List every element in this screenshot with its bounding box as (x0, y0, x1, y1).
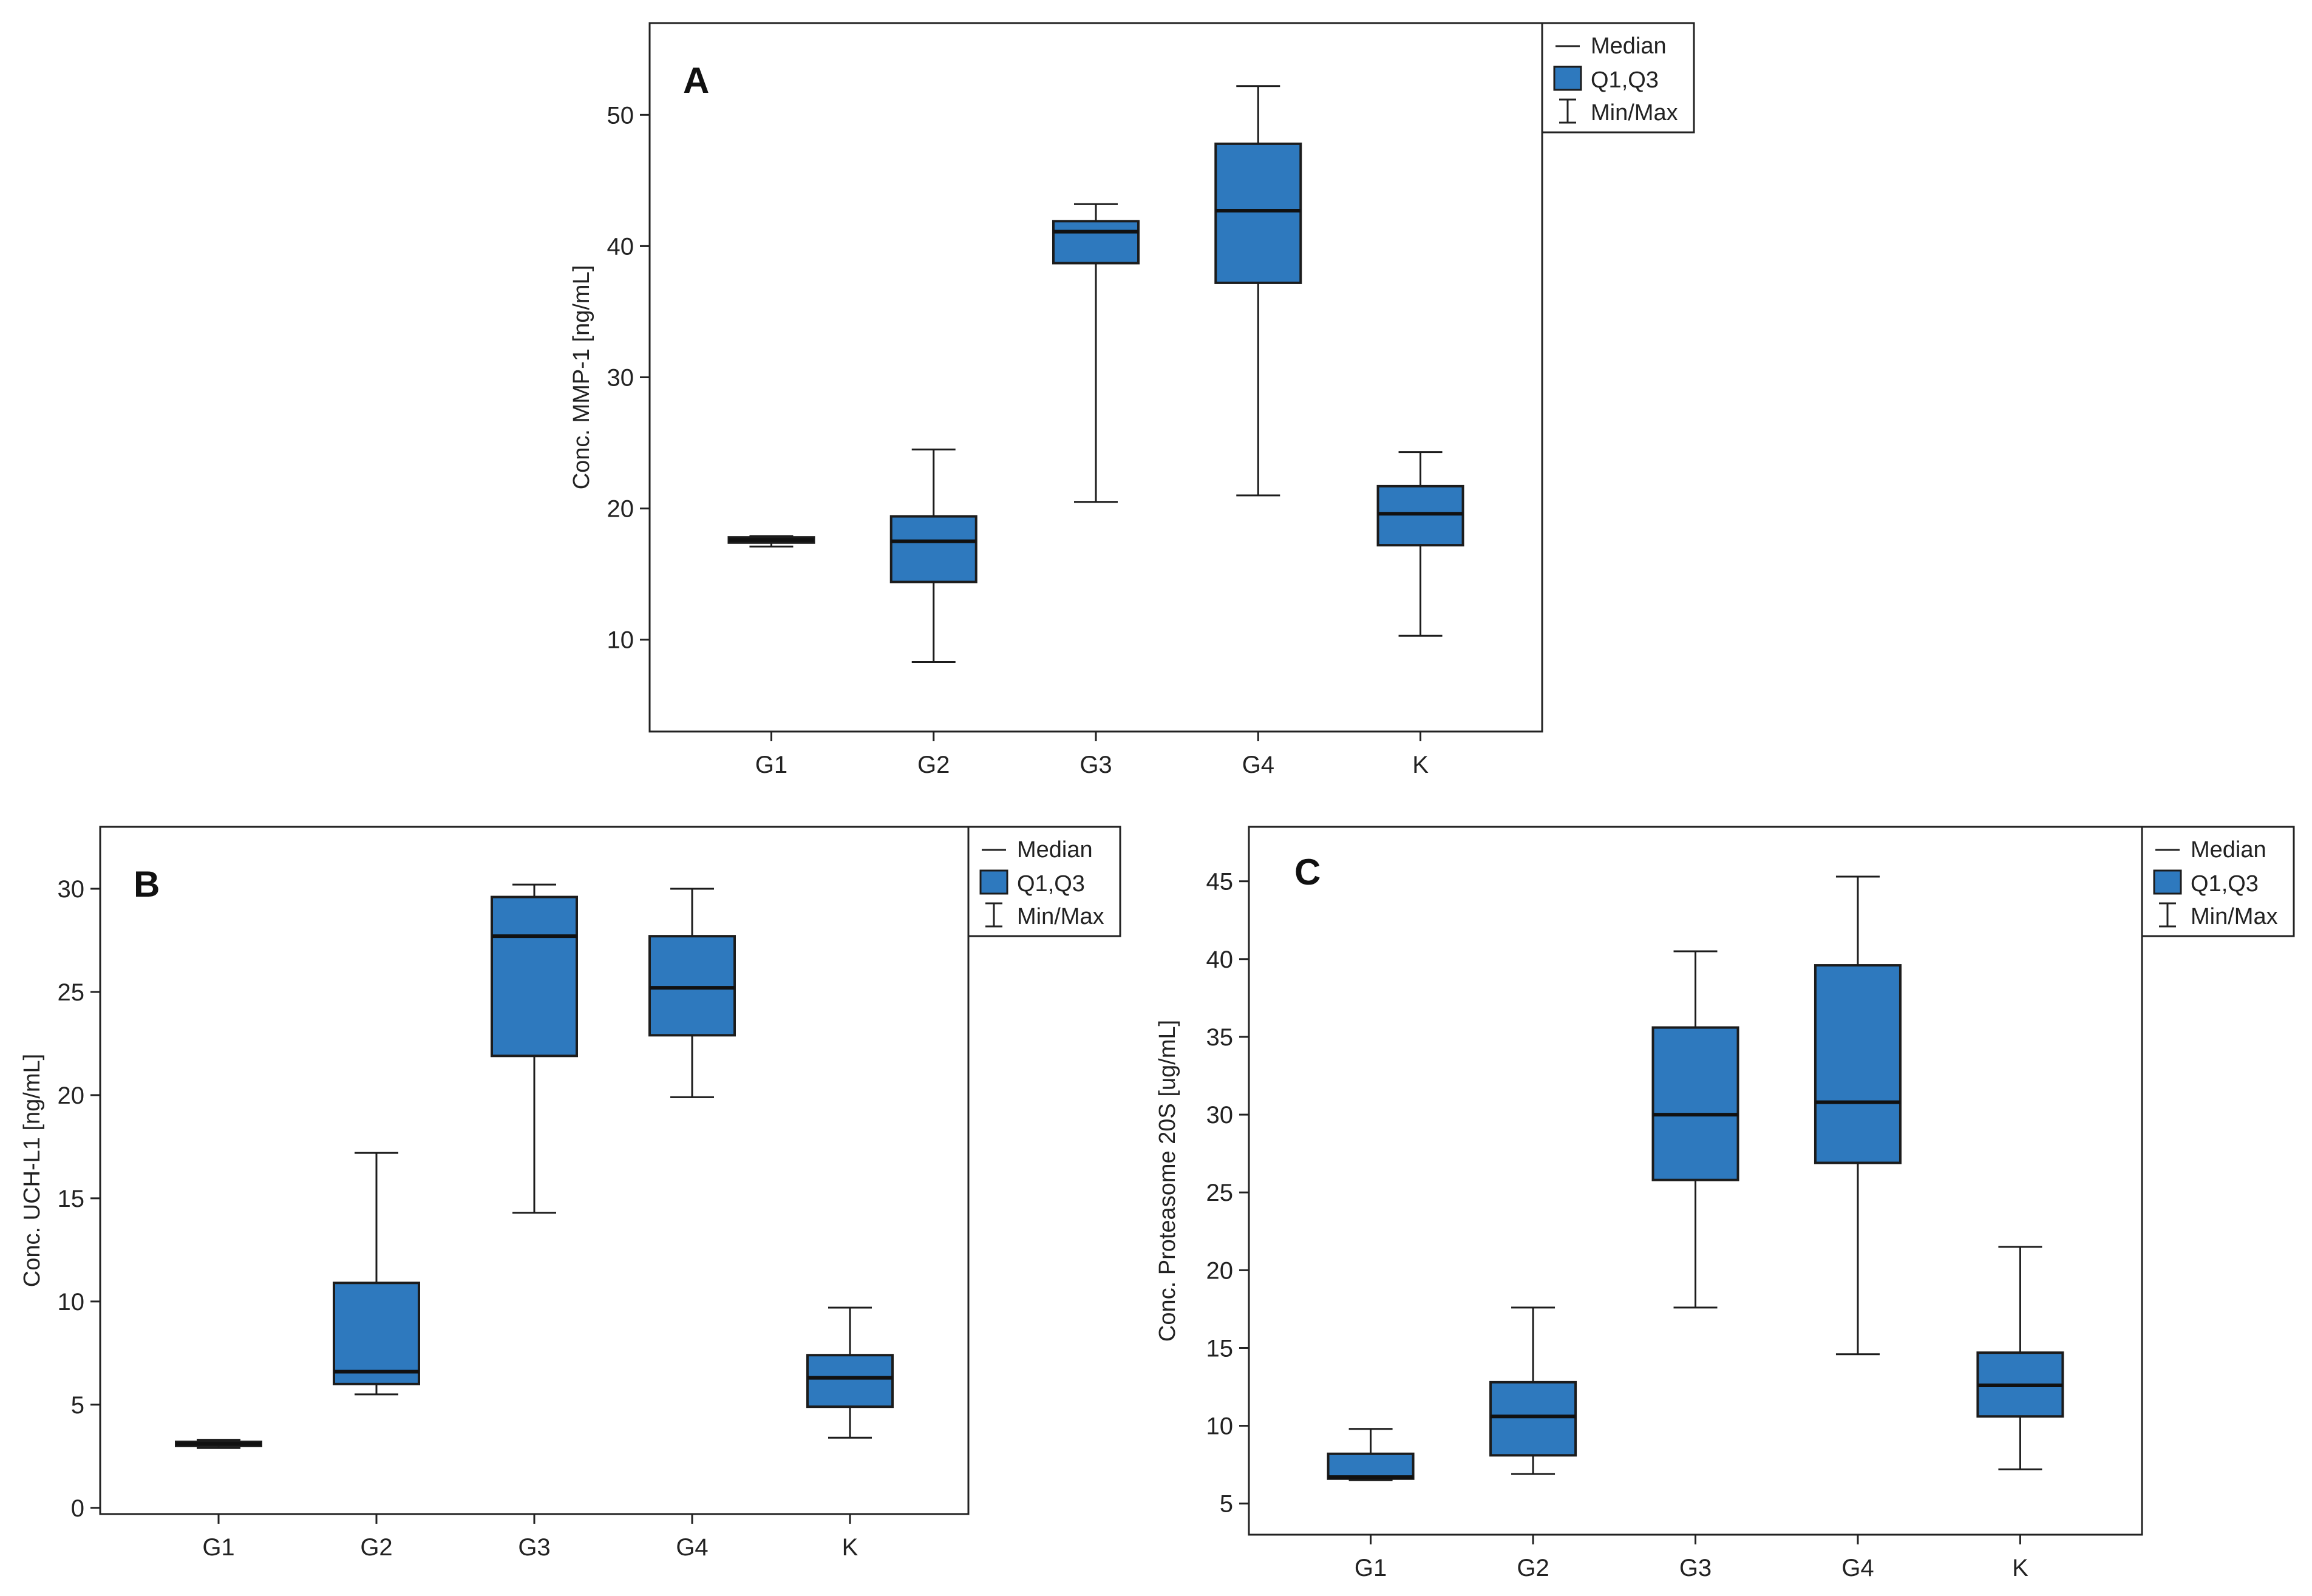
iqr-box (1327, 1452, 1415, 1480)
y-tick-label: 20 (58, 1082, 85, 1109)
x-tick-label: G4 (1841, 1555, 1874, 1581)
box-g4 (1814, 875, 1902, 1356)
y-tick-label: 25 (58, 979, 85, 1006)
x-tick-label: G2 (917, 752, 950, 778)
y-axis-label: Conc. UCH-L1 [ng/mL] (19, 1054, 45, 1287)
y-axis-label: Conc. Proteasome 20S [ug/mL] (1155, 1020, 1180, 1342)
legend-median-label: Median (2191, 837, 2266, 863)
legend-quartile-label: Q1,Q3 (2191, 871, 2259, 897)
y-tick-label: 20 (1206, 1257, 1234, 1284)
y-tick-label: 10 (58, 1289, 85, 1316)
box-k (1376, 451, 1464, 637)
y-tick-label: 30 (58, 876, 85, 903)
legend-quartile-swatch (1553, 66, 1582, 91)
legend-quartile-swatch (2153, 869, 2182, 895)
box-g2 (1489, 1306, 1577, 1475)
box-g4 (1214, 85, 1302, 497)
x-tick-label: G1 (202, 1534, 234, 1561)
legend-quartile-swatch (979, 869, 1008, 895)
x-tick-label: G1 (755, 752, 787, 778)
x-tick-label: G3 (1080, 752, 1112, 778)
box-g2 (333, 1152, 420, 1396)
panel-letter: C (1294, 852, 1321, 892)
y-tick-label: 10 (607, 627, 634, 654)
box-g3 (1651, 950, 1739, 1309)
iqr-box (1214, 142, 1302, 284)
iqr-box (1814, 964, 1902, 1164)
box-g1 (727, 535, 815, 548)
box-g4 (648, 888, 736, 1098)
iqr-box (1651, 1026, 1739, 1181)
panel-a: A 10 20 30 40 50 Conc. MMP-1 [ng/mL] G1 G2 G3 G4 K M… (569, 22, 1695, 778)
box-k (806, 1306, 894, 1439)
legend: Median Q1,Q3 Min/Max (1541, 22, 1695, 134)
box-g3 (491, 883, 578, 1214)
y-tick-label: 50 (607, 102, 634, 129)
y-tick-label: 45 (1206, 869, 1234, 895)
panel-letter: A (683, 60, 709, 101)
iqr-box (1489, 1380, 1577, 1457)
x-tick-label: K (842, 1534, 858, 1561)
y-tick-label: 40 (1206, 946, 1234, 973)
x-tick-label: G3 (518, 1534, 550, 1561)
y-tick-label: 5 (1220, 1491, 1233, 1518)
iqr-box (806, 1354, 894, 1408)
x-tick-label: K (2012, 1555, 2028, 1581)
panel-b: B 0 5 10 15 20 25 30 Conc. UCH-L1 [ng/mL] G1 G2 G3 G… (19, 826, 1121, 1561)
legend: Median Q1,Q3 Min/Max (967, 826, 1121, 937)
panel-letter: B (134, 864, 160, 905)
y-tick-label: 15 (1206, 1335, 1234, 1362)
panel-c: C 5 10 15 20 25 30 35 40 45 Conc. Proteasome 20S [… (1155, 826, 2295, 1581)
iqr-box (889, 515, 977, 583)
iqr-box (1376, 484, 1464, 547)
y-tick-label: 40 (607, 233, 634, 260)
iqr-box (1052, 220, 1140, 265)
legend-median-label: Median (1017, 837, 1093, 863)
x-tick-label: G2 (360, 1534, 392, 1561)
y-tick-label: 30 (1206, 1102, 1234, 1129)
legend-median-label: Median (1591, 33, 1667, 59)
y-tick-label: 20 (607, 496, 634, 523)
legend-minmax-label: Min/Max (1591, 100, 1678, 126)
box-g3 (1052, 203, 1140, 503)
y-tick-label: 25 (1206, 1180, 1234, 1206)
y-axis-label: Conc. MMP-1 [ng/mL] (569, 265, 594, 490)
x-tick-label: G4 (1242, 752, 1274, 778)
box-g1 (1327, 1428, 1415, 1481)
box-g1 (175, 1439, 262, 1449)
y-tick-label: 15 (58, 1186, 85, 1212)
iqr-box (491, 895, 578, 1058)
box-g2 (889, 448, 977, 663)
legend-quartile-label: Q1,Q3 (1017, 871, 1085, 897)
legend-quartile-label: Q1,Q3 (1591, 67, 1659, 93)
y-tick-label: 0 (71, 1495, 84, 1522)
legend: Median Q1,Q3 Min/Max (2141, 826, 2295, 937)
y-tick-label: 35 (1206, 1024, 1234, 1051)
box-k (1976, 1246, 2064, 1470)
x-tick-label: G1 (1355, 1555, 1387, 1581)
y-tick-label: 30 (607, 365, 634, 392)
iqr-box (333, 1282, 420, 1385)
x-tick-label: G2 (1517, 1555, 1549, 1581)
x-tick-label: G3 (1679, 1555, 1712, 1581)
y-tick-label: 10 (1206, 1413, 1234, 1440)
y-tick-label: 5 (71, 1392, 84, 1419)
x-tick-label: K (1412, 752, 1429, 778)
legend-minmax-label: Min/Max (2191, 904, 2278, 929)
legend-minmax-label: Min/Max (1017, 904, 1104, 929)
iqr-box (648, 935, 736, 1037)
x-tick-label: G4 (676, 1534, 708, 1561)
